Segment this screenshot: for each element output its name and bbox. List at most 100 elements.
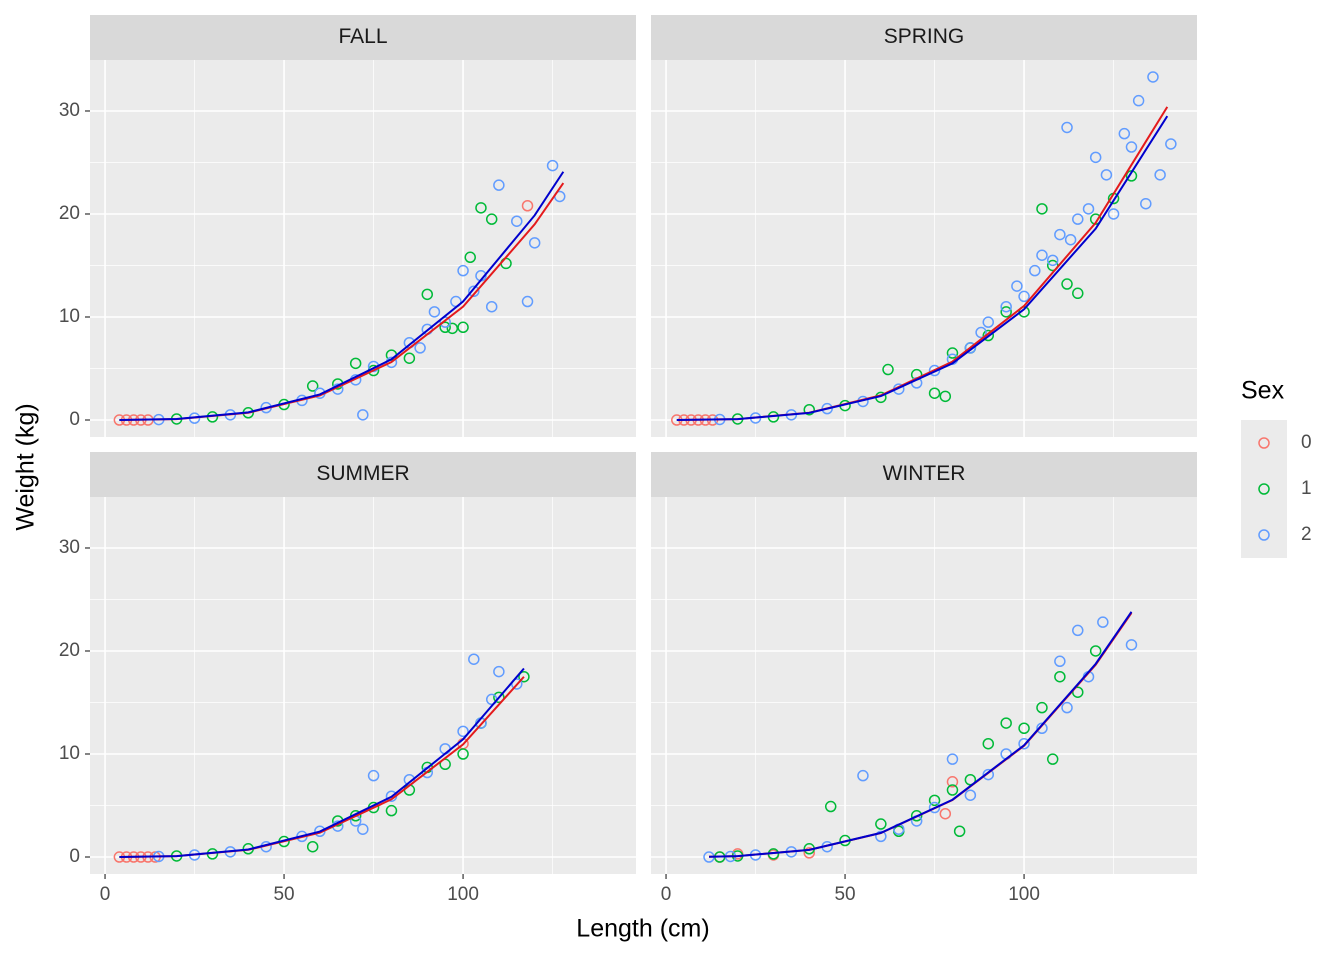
point <box>521 295 534 308</box>
legend-label: 1 <box>1301 478 1312 499</box>
point <box>875 830 887 843</box>
legend-marker <box>1258 529 1270 541</box>
point <box>1054 655 1066 668</box>
point <box>1089 151 1102 164</box>
point <box>1046 254 1059 267</box>
point <box>946 753 959 765</box>
point <box>1036 203 1048 215</box>
point <box>1097 616 1109 628</box>
legend-marker <box>1258 437 1270 449</box>
point <box>1018 722 1030 734</box>
point <box>939 807 952 820</box>
point <box>403 352 416 364</box>
point <box>1154 169 1166 181</box>
fit-line <box>676 115 1169 422</box>
fit-line <box>708 611 1133 858</box>
point <box>1036 701 1048 714</box>
legend-key <box>1241 420 1287 466</box>
point <box>1054 670 1066 683</box>
point <box>1107 208 1120 220</box>
y-tick-label: 30 <box>59 537 80 558</box>
point <box>1147 71 1159 83</box>
point <box>485 213 498 225</box>
point <box>414 342 426 354</box>
point <box>803 847 816 859</box>
panel-background <box>651 60 1197 437</box>
point <box>1061 278 1073 290</box>
point <box>964 774 977 786</box>
legend-key <box>1241 466 1287 512</box>
strip-background <box>651 452 1197 497</box>
fit-line <box>119 667 525 859</box>
point <box>357 823 369 835</box>
legend-label: 0 <box>1301 432 1312 453</box>
y-tick-label: 0 <box>69 409 80 430</box>
point <box>875 818 887 830</box>
point <box>457 264 469 277</box>
y-tick-label: 0 <box>69 846 80 867</box>
point <box>1064 233 1077 246</box>
point <box>421 288 434 301</box>
point <box>1036 722 1048 734</box>
point <box>521 200 534 212</box>
point <box>457 748 469 760</box>
y-tick-label: 10 <box>59 743 80 764</box>
point <box>493 179 505 191</box>
point <box>1125 639 1138 651</box>
point <box>928 801 941 814</box>
point <box>464 251 476 264</box>
y-tick-label: 20 <box>59 640 80 661</box>
point <box>1061 701 1073 714</box>
x-tick-label: 50 <box>273 884 294 905</box>
y-tick-label: 10 <box>59 306 80 327</box>
y-tick-label: 30 <box>59 100 80 121</box>
point <box>1000 300 1012 313</box>
point <box>910 810 923 822</box>
point <box>428 306 441 318</box>
point <box>928 364 941 377</box>
strip-label: SUMMER <box>316 462 409 485</box>
legend-label: 2 <box>1301 524 1312 545</box>
point <box>457 725 469 738</box>
panel-background <box>651 497 1197 874</box>
point <box>1000 306 1012 318</box>
fit-line <box>119 171 565 422</box>
point <box>946 776 959 788</box>
y-axis-title: Weight (kg) <box>12 403 40 530</box>
point <box>306 840 319 853</box>
point <box>1118 127 1131 140</box>
point <box>1029 264 1041 277</box>
point <box>1089 645 1102 657</box>
point <box>528 237 541 249</box>
point <box>1165 138 1177 150</box>
point <box>468 285 480 297</box>
point <box>511 215 523 227</box>
strip-label: FALL <box>338 25 387 48</box>
point <box>1082 203 1095 215</box>
point <box>946 347 959 359</box>
point <box>485 300 498 313</box>
point <box>953 825 966 838</box>
point <box>928 387 941 399</box>
point <box>1100 169 1113 181</box>
x-tick-label: 0 <box>661 884 672 905</box>
legend-key <box>1241 512 1287 558</box>
point <box>493 691 505 704</box>
point <box>1125 141 1138 153</box>
point <box>306 380 319 392</box>
point <box>964 342 977 354</box>
x-tick-label: 100 <box>447 884 479 905</box>
point <box>1054 228 1066 241</box>
point <box>982 316 995 328</box>
point <box>1061 121 1073 134</box>
point <box>385 804 398 817</box>
point <box>964 789 977 801</box>
point <box>982 329 995 342</box>
x-tick-label: 100 <box>1008 884 1040 905</box>
point <box>546 159 559 172</box>
legend-title: Sex <box>1241 377 1285 405</box>
panel-background <box>90 60 636 437</box>
point <box>824 800 837 813</box>
point <box>882 363 894 376</box>
